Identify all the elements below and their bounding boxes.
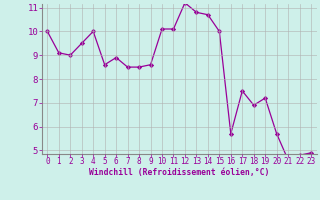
X-axis label: Windchill (Refroidissement éolien,°C): Windchill (Refroidissement éolien,°C) <box>89 168 269 177</box>
